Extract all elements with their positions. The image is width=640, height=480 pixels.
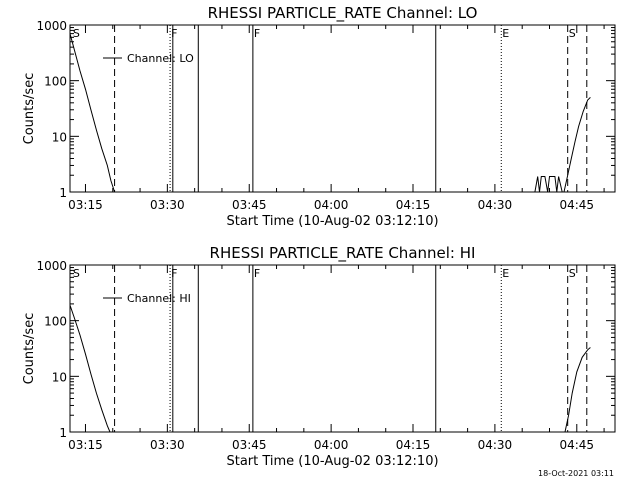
y-tick-label: 1000 — [36, 19, 67, 33]
series-line-0 — [69, 304, 111, 433]
plot-frame — [69, 24, 616, 193]
x-tick-label: 03:45 — [232, 438, 267, 452]
x-tick-label: 03:15 — [68, 198, 103, 212]
x-tick-label: 04:00 — [314, 198, 349, 212]
x-tick-label: 04:00 — [314, 438, 349, 452]
x-axis-label: Start Time (10-Aug-02 03:12:10) — [226, 214, 438, 229]
footer-date: 18-Oct-2021 03:11 — [538, 469, 614, 478]
event-marker-label: F — [171, 27, 177, 40]
event-marker-label: E — [502, 27, 509, 40]
event-marker-label: S — [569, 27, 576, 40]
x-tick-label: 03:15 — [68, 438, 103, 452]
y-tick-label: 100 — [44, 75, 67, 89]
x-tick-label: 04:30 — [478, 438, 513, 452]
series-line-0 — [69, 33, 116, 193]
x-tick-label: 04:30 — [478, 198, 513, 212]
y-tick-label: 100 — [44, 315, 67, 329]
legend-entry: Channel: LO — [127, 52, 194, 65]
x-tick-label: 03:30 — [150, 438, 185, 452]
chart-title: RHESSI PARTICLE_RATE Channel: LO — [208, 4, 478, 23]
event-marker-label: S — [73, 267, 80, 280]
x-tick-label: 04:45 — [559, 198, 594, 212]
y-tick-label: 10 — [52, 130, 67, 144]
event-marker-label: F — [171, 267, 177, 280]
event-marker-label: E — [502, 267, 509, 280]
y-tick-label: 1000 — [36, 259, 67, 273]
y-axis-label: Counts/sec — [22, 73, 37, 145]
x-tick-label: 04:15 — [396, 438, 431, 452]
y-tick-label: 1 — [59, 426, 67, 440]
series-line-2 — [563, 97, 591, 193]
plot-frame — [69, 264, 616, 433]
chart-title: RHESSI PARTICLE_RATE Channel: HI — [210, 244, 476, 263]
series-line-1 — [534, 176, 563, 193]
y-axis-label: Counts/sec — [22, 313, 37, 385]
event-marker-label: S — [73, 27, 80, 40]
x-tick-label: 03:30 — [150, 198, 185, 212]
chart-panel-hi: RHESSI PARTICLE_RATE Channel: HI 1 10 100 10… — [22, 244, 616, 469]
x-tick-label: 04:45 — [559, 438, 594, 452]
event-marker-label: F — [254, 27, 260, 40]
y-tick-label: 10 — [52, 370, 67, 384]
series-line-1 — [564, 347, 591, 433]
event-marker-label: S — [569, 267, 576, 280]
x-tick-label: 03:45 — [232, 198, 267, 212]
chart-panel-lo: RHESSI PARTICLE_RATE Channel: LO 1 10 100 10… — [22, 4, 616, 229]
x-tick-label: 04:15 — [396, 198, 431, 212]
x-axis-label: Start Time (10-Aug-02 03:12:10) — [226, 454, 438, 469]
legend-entry: Channel: HI — [127, 292, 191, 305]
event-marker-label: F — [254, 267, 260, 280]
y-tick-label: 1 — [59, 186, 67, 200]
